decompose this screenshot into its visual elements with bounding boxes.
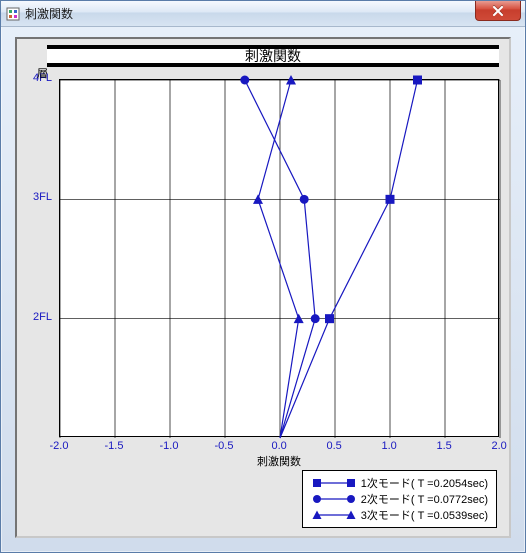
- legend-label: 2次モード( T =0.0772sec): [361, 491, 488, 507]
- x-tick-label: -2.0: [50, 440, 69, 452]
- x-tick-label: 1.5: [437, 440, 452, 452]
- legend-label: 3次モード( T =0.0539sec): [361, 507, 488, 523]
- x-tick-label: -0.5: [215, 440, 234, 452]
- x-tick-label: -1.5: [105, 440, 124, 452]
- legend-swatch: [311, 492, 357, 506]
- close-button[interactable]: [475, 1, 521, 21]
- chart-panel: 刺激関数 1次モード( T =0.2054sec)2次モード( T =0.077…: [15, 37, 511, 538]
- legend-swatch: [311, 508, 357, 522]
- plot-svg: [60, 80, 500, 438]
- app-window: 刺激関数 刺激関数 1次モード( T =0.2054sec)2次モード( T =…: [0, 0, 526, 553]
- chart-title: 刺激関数: [47, 45, 499, 67]
- legend-swatch: [311, 476, 357, 490]
- x-tick-label: 1.0: [382, 440, 397, 452]
- legend-item: 3次モード( T =0.0539sec): [311, 507, 488, 523]
- window-title: 刺激関数: [25, 5, 73, 22]
- plot-area: [59, 79, 499, 437]
- x-tick-label: 2.0: [492, 440, 507, 452]
- app-icon: [5, 6, 21, 22]
- y-tick-label: 3FL: [33, 191, 52, 203]
- x-tick-label: 0.0: [272, 440, 287, 452]
- x-tick-label: -1.0: [160, 440, 179, 452]
- titlebar: 刺激関数: [1, 1, 525, 27]
- x-axis-label: 刺激関数: [257, 453, 301, 469]
- legend-item: 2次モード( T =0.0772sec): [311, 491, 488, 507]
- close-icon: [492, 6, 504, 16]
- legend: 1次モード( T =0.2054sec)2次モード( T =0.0772sec)…: [302, 470, 497, 528]
- legend-item: 1次モード( T =0.2054sec): [311, 475, 488, 491]
- y-axis-label: 層: [37, 65, 48, 81]
- x-tick-label: 0.5: [327, 440, 342, 452]
- y-tick-label: 2FL: [33, 311, 52, 323]
- legend-label: 1次モード( T =0.2054sec): [361, 475, 488, 491]
